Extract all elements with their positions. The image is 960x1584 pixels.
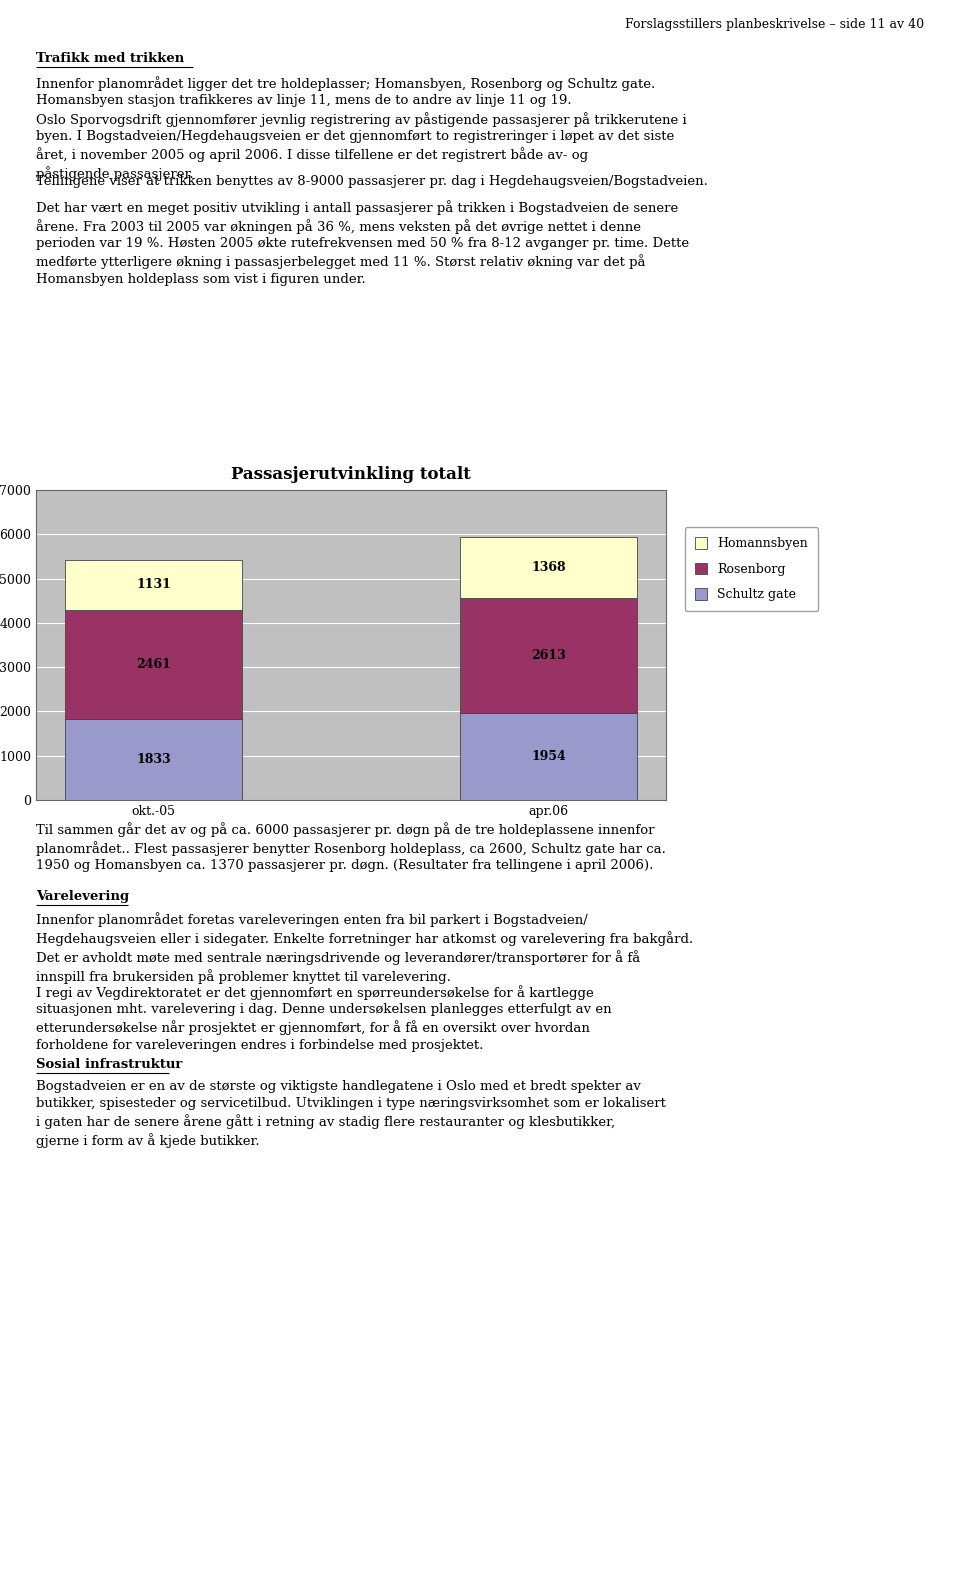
Text: Innenfor planområdet foretas vareleveringen enten fra bil parkert i Bogstadveien: Innenfor planområdet foretas vareleverin… (36, 912, 693, 946)
Text: Varelevering: Varelevering (36, 890, 130, 903)
Text: 2461: 2461 (136, 657, 171, 672)
Bar (460, 537, 637, 597)
Text: Forslagsstillers planbeskrivelse – side 11 av 40: Forslagsstillers planbeskrivelse – side … (625, 17, 924, 32)
Text: Bogstadveien er en av de største og viktigste handlegatene i Oslo med et bredt s: Bogstadveien er en av de største og vikt… (36, 1080, 666, 1147)
Bar (64, 610, 242, 719)
Text: 2613: 2613 (531, 649, 565, 662)
Text: Oslo Sporvogsdrift gjennomfører jevnlig registrering av påstigende passasjerer p: Oslo Sporvogsdrift gjennomfører jevnlig … (36, 112, 686, 182)
Bar (64, 559, 242, 610)
Text: 1833: 1833 (136, 752, 171, 767)
Text: 1954: 1954 (531, 751, 565, 763)
Text: Trafikk med trikken: Trafikk med trikken (36, 52, 184, 65)
Text: 1368: 1368 (531, 561, 565, 573)
Text: Det har vært en meget positiv utvikling i antall passasjerer på trikken i Bogsta: Det har vært en meget positiv utvikling … (36, 200, 689, 287)
Bar (460, 597, 637, 713)
Text: Sosial infrastruktur: Sosial infrastruktur (36, 1058, 182, 1071)
Text: Tellingene viser at trikken benyttes av 8-9000 passasjerer pr. dag i Hegdehaugsv: Tellingene viser at trikken benyttes av … (36, 174, 708, 188)
Text: I regi av Vegdirektoratet er det gjennomført en spørreundersøkelse for å kartleg: I regi av Vegdirektoratet er det gjennom… (36, 985, 612, 1052)
Bar (460, 713, 637, 800)
Text: 1131: 1131 (136, 578, 171, 591)
Title: Passasjerutvinkling totalt: Passasjerutvinkling totalt (231, 466, 471, 483)
Legend: Homannsbyen, Rosenborg, Schultz gate: Homannsbyen, Rosenborg, Schultz gate (684, 527, 818, 611)
Text: Til sammen går det av og på ca. 6000 passasjerer pr. døgn på de tre holdeplassen: Til sammen går det av og på ca. 6000 pas… (36, 822, 666, 873)
Text: Det er avholdt møte med sentrale næringsdrivende og leverandører/transportører f: Det er avholdt møte med sentrale nærings… (36, 950, 640, 984)
Bar (64, 719, 242, 800)
Text: Innenfor planområdet ligger det tre holdeplasser; Homansbyen, Rosenborg og Schul: Innenfor planområdet ligger det tre hold… (36, 76, 656, 108)
